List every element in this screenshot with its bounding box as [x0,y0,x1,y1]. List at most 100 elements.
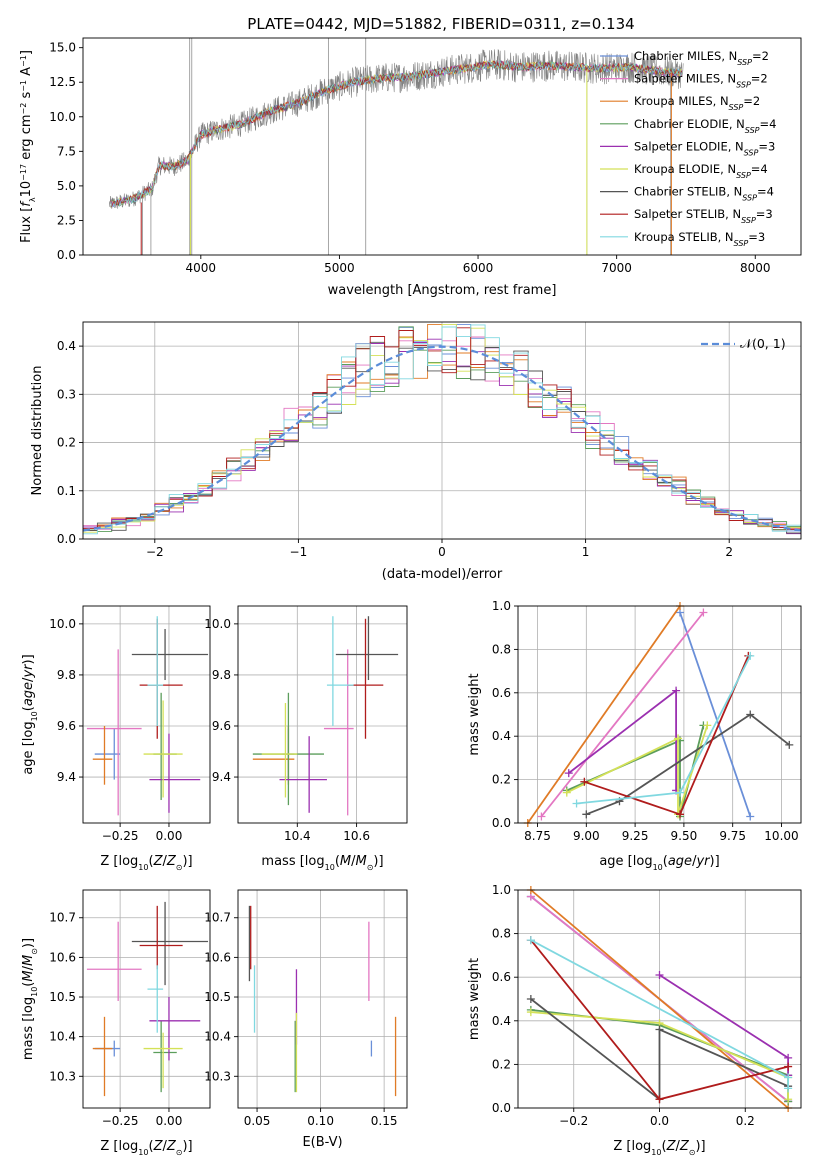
grid-layer [83,322,801,1109]
weight-marker-1-1 [699,608,708,617]
x-tick-label: 9.50 [671,829,698,843]
y-tick-label: 5.0 [57,179,76,193]
y-tick-label: 0.0 [57,532,76,546]
y-tick-label: 10.6 [204,950,231,964]
y-tick-label: 9.4 [57,770,76,784]
y-tick-label: 2.5 [57,213,76,227]
legend-entry-2: Kroupa MILES, NSSP=2 [634,94,760,112]
y-tick-label: 1.0 [492,599,511,613]
y-tick-label: 0.0 [492,1101,511,1115]
x-axis-label: Z [log10(Z/Z⊙)] [100,1139,192,1157]
y-tick-label: 0.8 [492,927,511,941]
y-axis-label: age [log10(age/yr)] [21,654,39,774]
x-axis-label: age [log10(age/yr)] [599,854,719,872]
model-spectrum-8 [110,59,683,208]
x-axis-label: Z [log10(Z/Z⊙)] [613,1139,705,1157]
weight-line-6 [585,713,790,816]
weight-marker-5-3 [784,1095,793,1104]
x-tick-label: 1 [582,545,590,559]
x-tick-label: 0 [438,545,446,559]
y-tick-label: 0.4 [492,1014,511,1028]
legend-entry-3: Chabrier ELODIE, NSSP=4 [634,117,776,135]
y-tick-label: 0.2 [57,436,76,450]
x-tick-label: −0.2 [559,1114,588,1128]
weight-line-8 [576,655,752,805]
y-tick-label: 9.4 [212,770,231,784]
y-tick-label: 10.5 [49,990,76,1004]
x-tick-label: 0.05 [244,1114,271,1128]
x-tick-label: 4000 [186,261,217,275]
axes-frame [82,889,211,1109]
x-tick-label: 7000 [601,261,632,275]
y-tick-label: 0.8 [492,642,511,656]
x-axis-label: (data-model)/error [382,567,503,582]
legend-entry-6: Chabrier STELIB, NSSP=4 [634,185,774,203]
y-tick-label: 0.0 [492,816,511,830]
x-tick-label: 0.10 [307,1114,334,1128]
weight-marker-5-1 [674,734,683,743]
weight-marker-4-1 [672,686,681,695]
y-tick-label: 10.4 [204,1030,231,1044]
x-tick-label: 9.75 [719,829,746,843]
axes-frame [82,605,211,824]
legend-entry-0: Chabrier MILES, NSSP=2 [634,49,769,67]
weight-marker-7-1 [675,810,684,819]
y-axis-label: Normed distribution [30,366,45,496]
y-tick-label: 0.4 [57,339,76,353]
normal-distribution-curve [82,345,802,532]
y-tick-label: 9.6 [57,719,76,733]
weight-line-2 [530,889,789,1109]
model-spectrum-4 [110,60,683,208]
y-tick-label: 10.3 [49,1069,76,1083]
weight-marker-8-1 [784,1073,793,1082]
content-layer [82,38,802,1112]
weight-marker-6-0 [526,995,535,1003]
weight-line-0 [679,612,752,817]
legend-entry-4: Salpeter ELODIE, NSSP=3 [634,139,775,157]
axes-frame [237,889,408,1109]
x-tick-label: 10.6 [343,829,370,843]
x-tick-label: 5000 [324,261,355,275]
weight-marker-8-2 [746,651,755,660]
y-tick-label: 0.1 [57,484,76,498]
weight-marker-5-3 [703,721,712,730]
weight-line-4 [659,974,789,1076]
weight-marker-8-0 [572,799,581,808]
y-tick-label: 0.6 [492,970,511,984]
weight-marker-5-0 [526,1008,535,1017]
legend-entry-8: Kroupa STELIB, NSSP=3 [634,230,765,248]
y-axis-label: mass weight [467,673,482,755]
figure-title: PLATE=0442, MJD=51882, FIBERID=0311, z=0… [247,15,634,33]
axes-frame [517,605,802,824]
y-tick-label: 10.0 [49,617,76,631]
weight-line-2 [527,605,681,824]
y-tick-label: 15.0 [49,41,76,55]
weight-line-1 [540,611,705,818]
x-tick-label: 2 [725,545,733,559]
weight-line-7 [584,655,750,816]
y-tick-label: 0.3 [57,387,76,401]
y-tick-label: 12.5 [49,75,76,89]
y-tick-label: 10.3 [204,1069,231,1083]
x-tick-label: 0.0 [650,1114,669,1128]
x-tick-label: 0.00 [156,1114,183,1128]
y-tick-label: 0.4 [492,729,511,743]
weight-marker-5-0 [562,788,571,797]
weight-marker-4-0 [564,769,573,778]
model-spectrum-1 [110,60,683,207]
axes-frame [237,605,408,824]
weight-marker-6-2 [655,1025,664,1034]
model-spectrum-0 [110,59,683,207]
y-tick-label: 0.6 [492,686,511,700]
weight-marker-6-3 [785,740,794,749]
weight-marker-4-0 [655,971,664,980]
x-tick-label: 8.75 [524,829,551,843]
y-tick-label: 10.7 [204,911,231,925]
x-axis-label: mass [log10(M/M⊙)] [261,854,383,872]
x-tick-label: 10.4 [284,829,311,843]
weight-marker-1-0 [537,812,546,821]
y-tick-label: 10.0 [49,110,76,124]
weight-marker-6-2 [746,710,755,719]
x-tick-label: −2 [146,545,164,559]
y-tick-label: 9.8 [212,668,231,682]
